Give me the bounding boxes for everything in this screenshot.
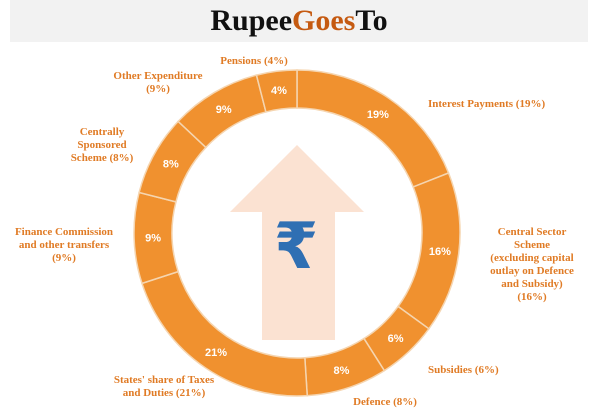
callout-label: Other Expenditure (9%)	[113, 70, 203, 95]
slice-value-label: 8%	[163, 159, 179, 171]
title-pre: Rupee	[210, 4, 293, 37]
slice-value-label: 4%	[271, 85, 287, 97]
donut-slices	[133, 69, 461, 397]
slice-value-label: 8%	[334, 365, 350, 377]
slice-value-label: 6%	[388, 333, 404, 345]
slice-value-label: 9%	[145, 233, 161, 245]
up-arrow-icon	[230, 145, 364, 340]
callout-label: Defence (8%)	[353, 396, 417, 408]
slice-value-label: 9%	[216, 104, 232, 116]
slice-value-label: 21%	[205, 347, 227, 359]
callout-label: Central Sector Scheme (excluding capital…	[490, 226, 574, 303]
title-accent: Goes	[292, 4, 356, 37]
donut-slice	[255, 69, 298, 113]
rupee-icon: ₹	[274, 210, 319, 284]
callout-label: Subsidies (6%)	[428, 364, 499, 376]
callout-label: Finance Commission and other transfers (…	[14, 226, 114, 264]
callout-label: States' share of Taxes and Duties (21%)	[113, 374, 215, 399]
donut-value-labels: 19% 16% 6% 8% 21% 9% 8% 9% 4%	[145, 85, 451, 377]
rupee-up-arrow-icon: ₹	[230, 145, 364, 340]
page-title: Rupee Goes To	[10, 0, 588, 42]
callout-label: Interest Payments (19%)	[428, 98, 546, 110]
title-post: To	[355, 4, 388, 37]
callout-label: Centrally Sponsored Scheme (8%)	[70, 126, 134, 164]
callout-label: Pensions (4%)	[220, 55, 288, 67]
slice-value-label: 19%	[367, 109, 389, 121]
slice-value-label: 16%	[429, 246, 451, 258]
